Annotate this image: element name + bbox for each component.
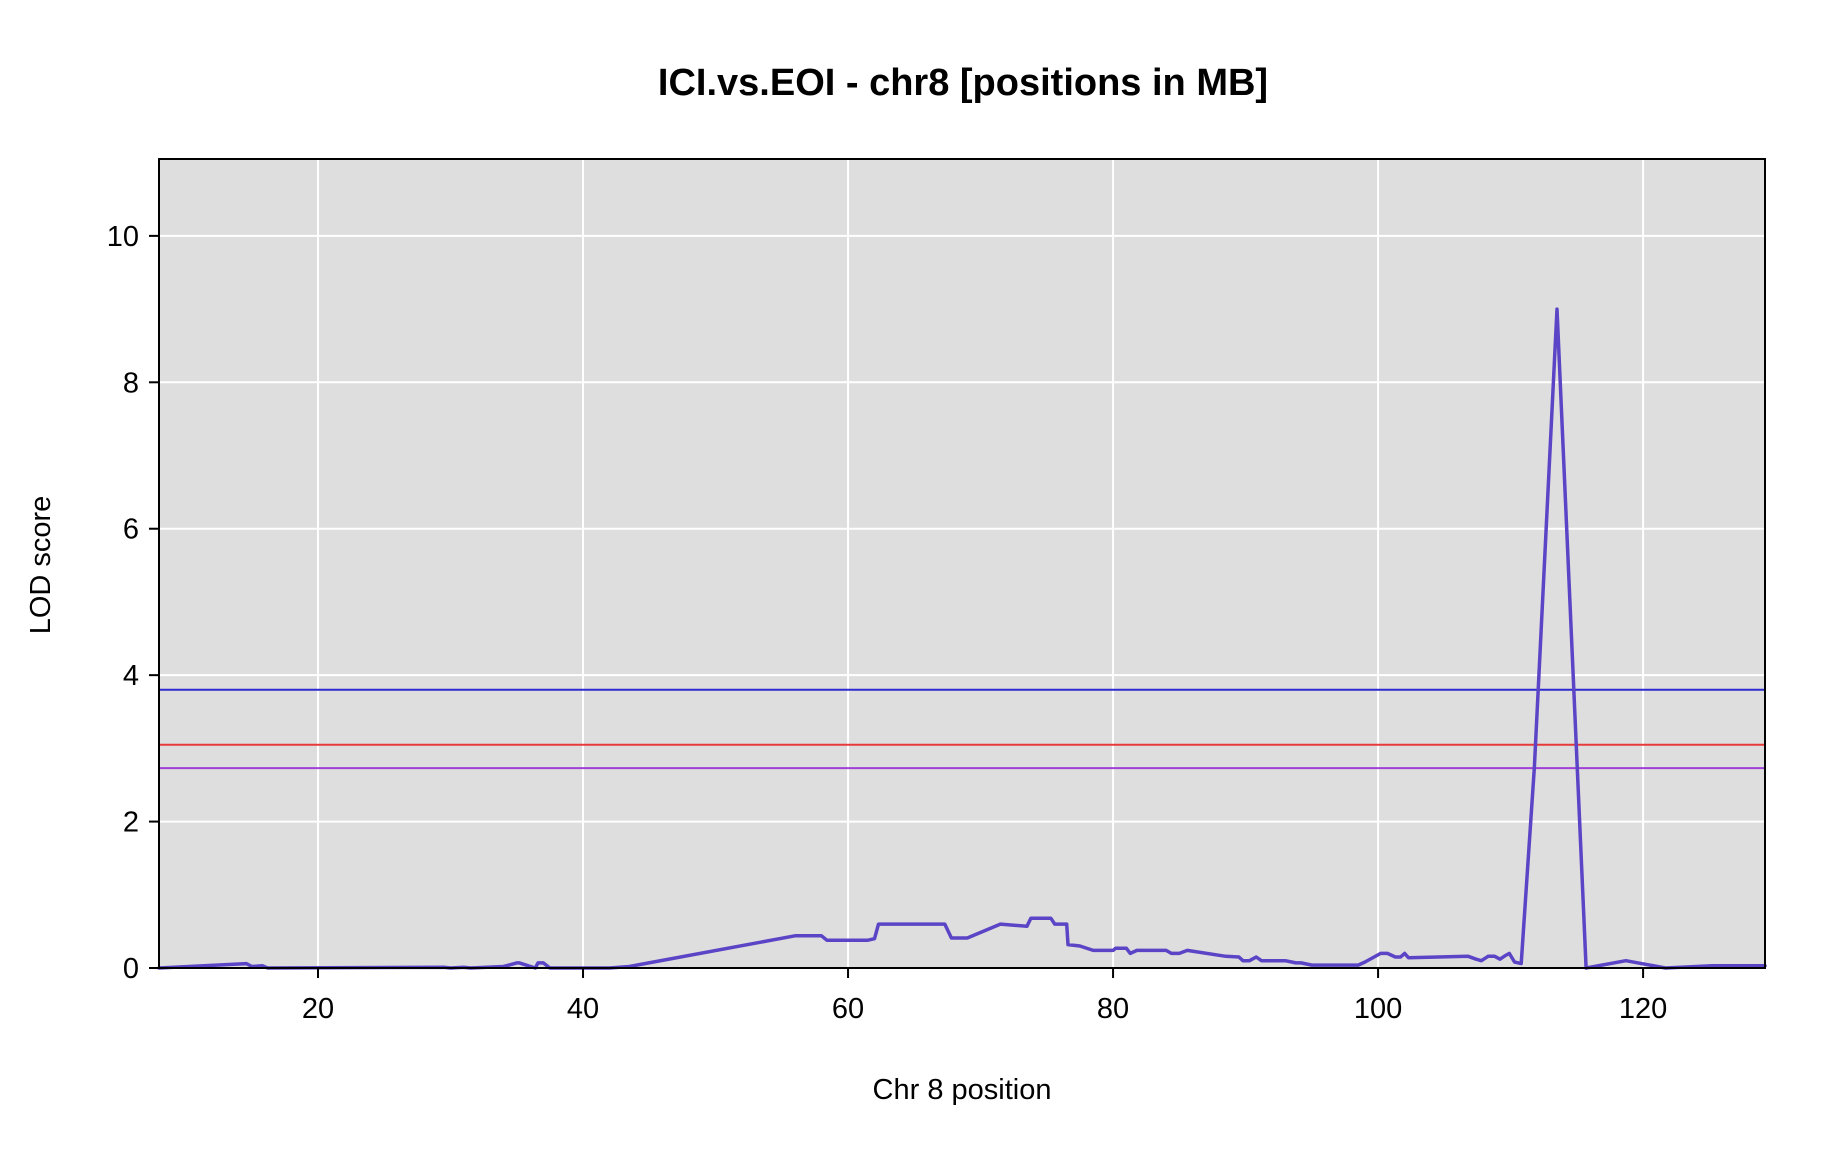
x-tick-label: 120 — [1619, 993, 1667, 1025]
y-tick-label: 0 — [123, 953, 139, 985]
x-tick-label: 60 — [832, 993, 864, 1025]
y-axis-label: LOD score — [25, 496, 57, 635]
chart-title: ICI.vs.EOI - chr8 [positions in MB] — [658, 62, 1268, 104]
plot-panel — [159, 159, 1765, 968]
axis-ticks: 20 40 60 80 100 120 0 2 4 6 8 10 — [107, 221, 1668, 1025]
x-tick-label: 100 — [1354, 993, 1402, 1025]
y-tick-label: 4 — [123, 660, 139, 692]
y-tick-label: 8 — [123, 367, 139, 399]
x-tick-label: 20 — [302, 993, 334, 1025]
threshold-lines — [159, 688, 1765, 770]
x-axis-label: Chr 8 position — [873, 1074, 1052, 1106]
y-tick-label: 10 — [107, 221, 139, 253]
plot-border — [158, 158, 1766, 969]
series-layer — [157, 307, 1767, 970]
y-tick-label: 2 — [123, 807, 139, 839]
lod-series-line — [157, 307, 1767, 970]
x-tick-label: 40 — [567, 993, 599, 1025]
y-tick-label: 6 — [123, 514, 139, 546]
x-tick-label: 80 — [1097, 993, 1129, 1025]
